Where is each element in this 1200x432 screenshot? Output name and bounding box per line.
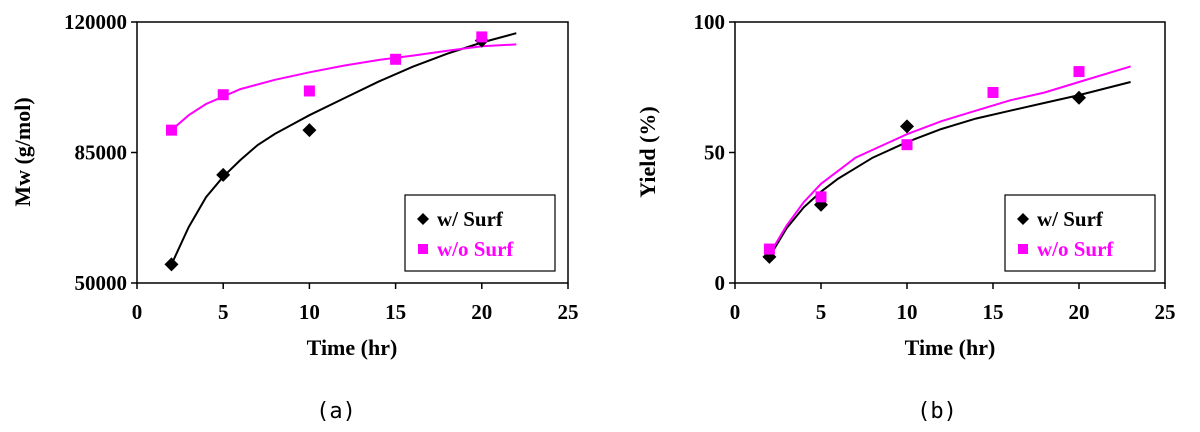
chart-panel-2: 0 50 100 0 5 10 15 20 25 Time (hr) Yield (%) w/ Sur… [635, 10, 1176, 424]
data-point-wo-surf [987, 86, 999, 98]
y-tick-label: 120000 [64, 10, 127, 34]
x-tick-label: 25 [1155, 300, 1176, 324]
x-tick-label: 5 [816, 300, 827, 324]
chart-panel-1: 50000 85000 120000 0 5 10 15 20 25 Time (hr) Mw (g… [10, 10, 579, 424]
panel-caption: (b) [917, 399, 957, 424]
data-point-wo-surf [217, 89, 229, 101]
y-tick-label: 100 [694, 10, 726, 34]
x-tick-label: 5 [218, 300, 229, 324]
legend-marker-w-surf [1017, 213, 1029, 225]
data-point-wo-surf [815, 191, 827, 203]
legend-marker-wo-surf [418, 244, 428, 254]
x-tick-label: 10 [897, 300, 918, 324]
data-point-wo-surf [303, 85, 315, 97]
data-point-wo-surf [476, 31, 488, 43]
x-tick-label: 0 [730, 300, 741, 324]
x-tick-label: 20 [1069, 300, 1090, 324]
fit-curve-w-surf [768, 81, 1131, 258]
data-point-w-surf [164, 257, 179, 272]
data-point-wo-surf [901, 139, 913, 151]
data-point-w-surf [216, 167, 231, 182]
y-tick-label: 0 [715, 271, 726, 295]
data-point-w-surf [900, 119, 914, 134]
x-axis-title: Time (hr) [905, 335, 996, 360]
y-axis-title: Yield (%) [635, 106, 660, 197]
data-point-w-surf [302, 123, 317, 138]
y-tick-label: 50 [704, 141, 725, 165]
data-point-wo-surf [390, 53, 402, 65]
legend-box [1004, 194, 1156, 272]
legend-marker-w-surf [417, 213, 429, 225]
panel-caption: (a) [316, 399, 356, 424]
fit-curve-w-surf [170, 32, 517, 265]
legend-label-w-surf: w/ Surf [437, 207, 504, 231]
data-point-wo-surf [165, 124, 177, 136]
legend: w/ Surf w/o Surf [404, 194, 556, 272]
legend-box [404, 194, 556, 272]
legend-marker-wo-surf [1018, 244, 1028, 254]
x-tick-label: 15 [385, 300, 406, 324]
fit-curve-wo-surf [170, 43, 517, 131]
legend-label-wo-surf: w/o Surf [437, 237, 514, 261]
fit-curve-wo-surf [768, 65, 1131, 255]
x-tick-label: 20 [471, 300, 492, 324]
y-tick-label: 50000 [75, 271, 128, 295]
data-point-wo-surf [1073, 66, 1085, 78]
y-axis-title: Mw (g/mol) [10, 97, 35, 206]
x-tick-label: 0 [132, 300, 143, 324]
legend-label-wo-surf: w/o Surf [1037, 237, 1114, 261]
data-point-wo-surf [763, 243, 775, 255]
x-tick-label: 15 [983, 300, 1004, 324]
legend-label-w-surf: w/ Surf [1037, 207, 1104, 231]
x-tick-label: 10 [299, 300, 320, 324]
x-axis-title: Time (hr) [307, 335, 398, 360]
data-point-w-surf [1072, 90, 1086, 105]
legend: w/ Surf w/o Surf [1004, 194, 1156, 272]
x-tick-label: 25 [558, 300, 579, 324]
y-tick-label: 85000 [75, 141, 128, 165]
